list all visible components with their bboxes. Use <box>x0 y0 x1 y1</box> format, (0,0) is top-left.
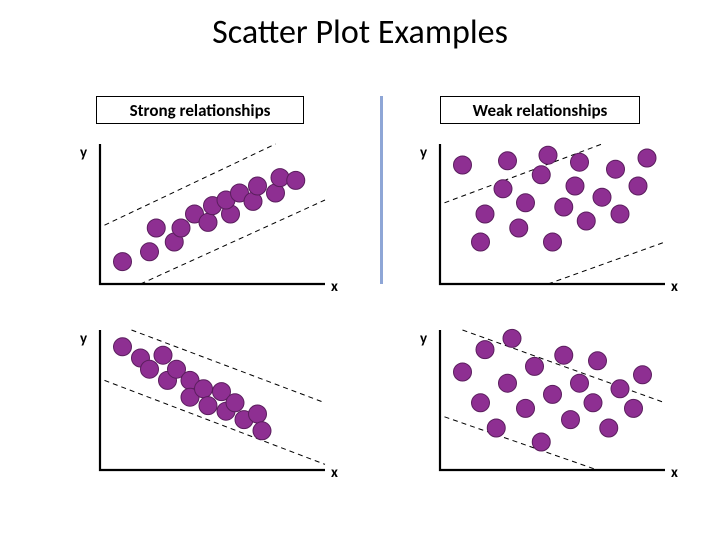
data-point <box>555 198 573 216</box>
data-point <box>503 329 521 347</box>
data-point <box>638 149 656 167</box>
x-axis-label: x <box>671 278 678 296</box>
data-point <box>499 374 517 392</box>
slide-root: { "title": { "text": "Scatter Plot Examp… <box>0 0 720 540</box>
data-point <box>625 399 643 417</box>
x-axis-label: x <box>671 464 678 482</box>
heading-right-text: Weak relationships <box>473 100 608 121</box>
data-point <box>249 177 267 195</box>
heading-strong-relationships: Strong relationships <box>96 96 304 124</box>
data-point <box>253 422 271 440</box>
title-text: Scatter Plot Examples <box>212 12 508 53</box>
data-point <box>577 212 595 230</box>
data-point <box>472 394 490 412</box>
data-point <box>454 363 472 381</box>
y-axis-label: y <box>420 144 427 162</box>
data-point <box>571 153 589 171</box>
y-axis-label: y <box>80 330 87 348</box>
heading-weak-relationships: Weak relationships <box>440 96 640 124</box>
data-point <box>147 219 165 237</box>
data-point <box>199 397 217 415</box>
data-point <box>141 360 159 378</box>
y-axis-label: y <box>80 144 87 162</box>
data-point <box>499 152 517 170</box>
scatter-plot-weak-positive: yx <box>440 144 665 284</box>
data-point <box>611 205 629 223</box>
data-point <box>584 394 602 412</box>
data-point <box>589 352 607 370</box>
data-point <box>544 385 562 403</box>
data-point <box>517 194 535 212</box>
y-axis-label: y <box>420 330 427 348</box>
data-point <box>154 346 172 364</box>
data-point <box>476 205 494 223</box>
data-point <box>114 338 132 356</box>
data-point <box>141 243 159 261</box>
data-point <box>532 166 550 184</box>
data-point <box>195 380 213 398</box>
page-title: Scatter Plot Examples <box>0 12 720 53</box>
data-point <box>287 171 305 189</box>
x-axis-label: x <box>331 464 338 482</box>
data-point <box>199 213 217 231</box>
center-divider-line <box>380 96 383 284</box>
data-point <box>566 177 584 195</box>
data-point <box>593 188 611 206</box>
scatter-plot-strong-negative: yx <box>100 330 325 470</box>
data-point <box>476 341 494 359</box>
data-point <box>487 419 505 437</box>
data-point <box>634 366 652 384</box>
data-point <box>544 233 562 251</box>
data-point <box>472 233 490 251</box>
data-point <box>571 374 589 392</box>
heading-left-text: Strong relationships <box>130 100 271 121</box>
data-point <box>539 146 557 164</box>
data-point <box>629 177 647 195</box>
data-point <box>172 219 190 237</box>
data-point <box>555 346 573 364</box>
data-point <box>607 160 625 178</box>
scatter-plot-strong-positive: yx <box>100 144 325 284</box>
data-point <box>226 394 244 412</box>
data-point <box>454 156 472 174</box>
data-point <box>517 399 535 417</box>
data-point <box>532 433 550 451</box>
data-point <box>600 419 618 437</box>
data-point <box>494 180 512 198</box>
data-point <box>510 219 528 237</box>
data-point <box>249 405 267 423</box>
scatter-plot-weak-negative: yx <box>440 330 665 470</box>
data-point <box>562 411 580 429</box>
data-point <box>526 357 544 375</box>
x-axis-label: x <box>331 278 338 296</box>
data-point <box>114 253 132 271</box>
data-point <box>611 380 629 398</box>
data-point <box>271 169 289 187</box>
